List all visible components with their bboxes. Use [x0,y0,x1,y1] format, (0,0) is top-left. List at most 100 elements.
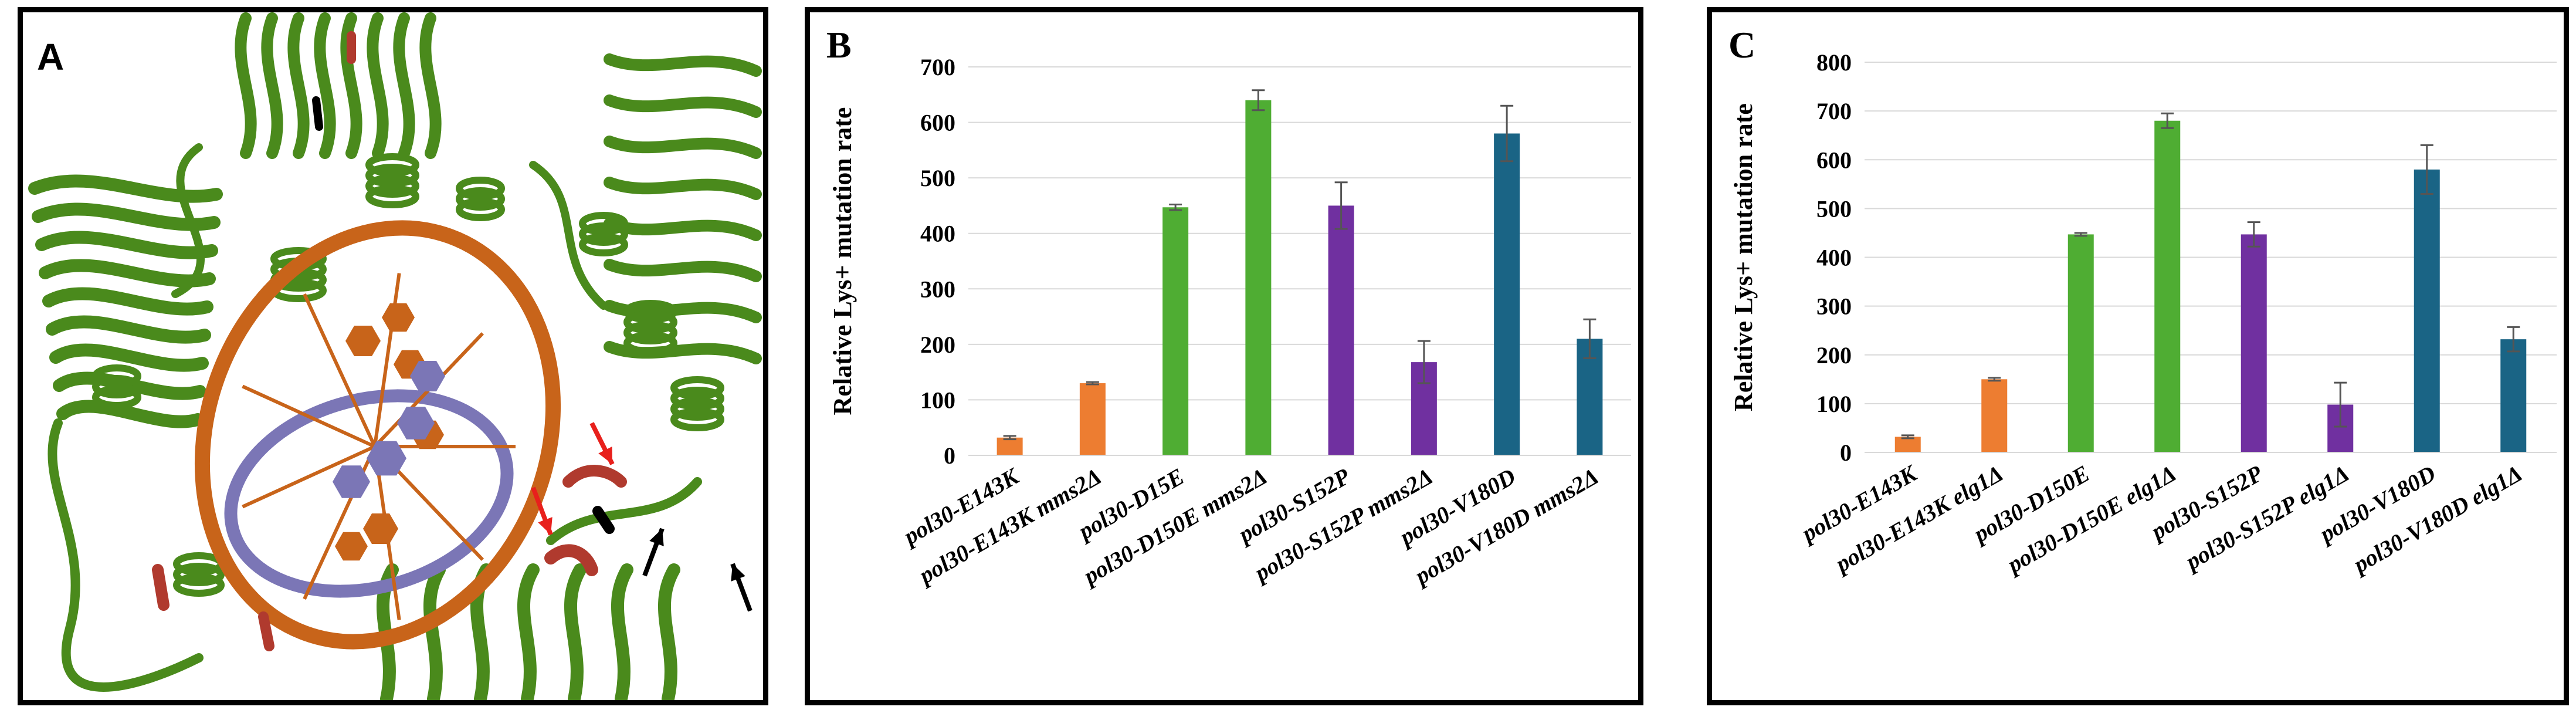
bar [2414,169,2440,452]
beta-strand [46,315,211,344]
alpha-helix [456,187,505,211]
dna-base [397,407,435,440]
bar [1079,383,1106,455]
error-bar [1988,377,2001,382]
chart-b: 0 100 200 300 400 500 600 700 Relative Lys+ muta… [828,54,1631,590]
beta-strand [604,136,762,159]
dna-base [333,465,370,498]
y-tick-label: 100 [1816,391,1852,417]
error-bar [1086,381,1099,386]
beta-strand [42,287,213,316]
panel-a-label: A [37,36,65,78]
alpha-helix [579,222,628,246]
beta-strand [419,12,442,159]
beta-strand [287,12,310,159]
error-bar [1500,104,1514,163]
y-tick-label: 700 [1816,98,1852,124]
alpha-helix [670,397,724,421]
error-bar [1252,89,1265,111]
beta-strand [564,563,587,700]
highlighted-residue [152,564,170,611]
panel-b-label: B [826,24,852,66]
dna-rung [303,293,377,448]
bar [1245,100,1272,455]
panel-c-label: C [1728,24,1756,66]
alpha-helix [670,376,724,400]
beta-strand [314,12,336,159]
alpha-helix [579,233,628,256]
beta-strand [611,563,633,700]
error-bar [1003,435,1016,441]
error-bar [2074,232,2087,237]
y-tick-label: 200 [1816,342,1852,369]
highlighted-residue [544,544,598,576]
beta-strand [604,94,762,118]
y-tick-label: 600 [920,110,955,136]
highlighted-residue [312,96,323,131]
alpha-helix [173,563,225,586]
y-tick-label: 500 [920,165,955,191]
alpha-helix [365,153,419,177]
bar [1162,207,1189,455]
dna-base [335,532,368,561]
error-bar [2507,326,2520,353]
y-tick-label: 800 [1816,49,1852,76]
y-tick-label: 0 [1840,440,1852,466]
error-bar [1334,181,1348,230]
dna-base [367,441,406,476]
beta-strand [28,174,223,203]
alpha-helix [365,174,419,198]
protein-structure-image [23,12,763,700]
alpha-helix [456,177,505,200]
beta-strand [604,53,762,77]
dna-rung [373,273,401,447]
highlighted-residue [592,506,615,534]
bar [1894,437,1921,452]
protein-loop [529,161,608,310]
ribbon-art [28,12,762,700]
alpha-helix [623,310,677,334]
beta-strand [517,563,540,700]
bar [2241,234,2267,452]
y-tick-label: 0 [944,442,955,469]
error-bar [1583,318,1597,359]
chart-c: 0 100 200 300 400 500 600 700 800 Relative Lys+ m… [1729,49,2557,579]
dna-rung [242,445,376,509]
alpha-helix [365,164,419,187]
y-tick-label: 300 [920,276,955,302]
dna-base [345,326,381,356]
alpha-helix [623,321,677,344]
error-bar [2420,144,2433,195]
beta-strand [393,12,415,159]
y-tick-label: 400 [1816,245,1852,271]
highlighted-residue [258,611,274,651]
dna-base [363,513,398,544]
beta-strand [235,12,257,159]
error-bar [1417,340,1431,384]
beta-strand [49,343,209,372]
protein-loop [546,477,702,545]
bar [1981,379,2008,452]
alpha-helix [623,300,677,323]
alpha-helix [456,198,505,221]
y-tick-label: 100 [920,387,955,413]
black-arrow [642,528,665,577]
alpha-helix [92,364,141,388]
alpha-helix [670,408,724,431]
y-tick-label: 500 [1816,195,1852,222]
alpha-helix [579,212,628,235]
error-bar [1901,434,1914,440]
error-bar [2334,381,2347,428]
bar [1494,133,1520,455]
alpha-helix [365,185,419,208]
y-axis-label: Relative Lys+ mutation rate [1729,103,1758,411]
bar [996,437,1023,455]
panel-b: 0 100 200 300 400 500 600 700 Relative Lys+ muta… [805,7,1643,705]
y-tick-label: 200 [920,332,955,358]
red-arrow [589,422,615,465]
beta-strand [35,231,218,259]
y-tick-label: 400 [920,221,955,247]
alpha-helix [92,386,141,409]
beta-strand [367,12,389,159]
dna-base [382,303,415,332]
